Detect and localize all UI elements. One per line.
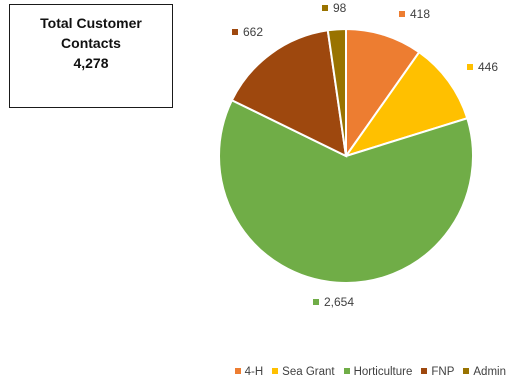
legend-swatch (421, 367, 428, 374)
legend-label: Admin (473, 366, 506, 378)
legend-label: FNP (431, 366, 455, 378)
legend-swatch (463, 367, 470, 374)
legend-label: 4-H (244, 366, 264, 378)
summary-value: 4,278 (73, 55, 109, 71)
data-label-text: 446 (478, 60, 498, 74)
legend-swatch (234, 367, 241, 374)
data-label-text: 662 (243, 25, 263, 39)
total-contacts-box: Total Customer Contacts 4,278 (9, 4, 173, 108)
pie-slice-horticulture (218, 98, 474, 284)
legend-swatch (272, 367, 279, 374)
data-label-marker (467, 64, 473, 70)
data-label-horticulture: 2,654 (313, 295, 354, 309)
pie-slice-sea-grant (343, 50, 469, 158)
legend-item-admin: Admin (463, 366, 506, 378)
data-label-sea-grant: 446 (467, 60, 498, 74)
data-label-marker (399, 11, 405, 17)
data-label-4-h: 418 (399, 7, 430, 21)
data-label-marker (322, 5, 328, 11)
legend-item-horticulture: Horticulture (343, 366, 413, 378)
data-label-fnp: 662 (232, 25, 263, 39)
data-label-text: 98 (333, 1, 347, 15)
data-label-text: 2,654 (324, 295, 354, 309)
data-label-admin: 98 (322, 1, 347, 15)
data-label-text: 418 (410, 7, 430, 21)
legend-item-fnp: FNP (421, 366, 454, 378)
chart-legend: 4-H Sea Grant Horticulture FNP Admin (0, 366, 506, 378)
data-label-marker (232, 29, 238, 35)
summary-title-line1: Total Customer (40, 15, 142, 31)
pie-slice-fnp (230, 29, 348, 158)
data-label-marker (313, 299, 319, 305)
pie-slice-admin (326, 27, 347, 157)
legend-label: Sea Grant (282, 366, 335, 378)
legend-swatch (343, 367, 350, 374)
legend-item-sea-grant: Sea Grant (272, 366, 335, 378)
summary-title-line2: Contacts (61, 35, 121, 51)
legend-label: Horticulture (353, 366, 413, 378)
legend-item-4-h: 4-H (234, 366, 264, 378)
pie-slice-4-h (345, 27, 421, 160)
